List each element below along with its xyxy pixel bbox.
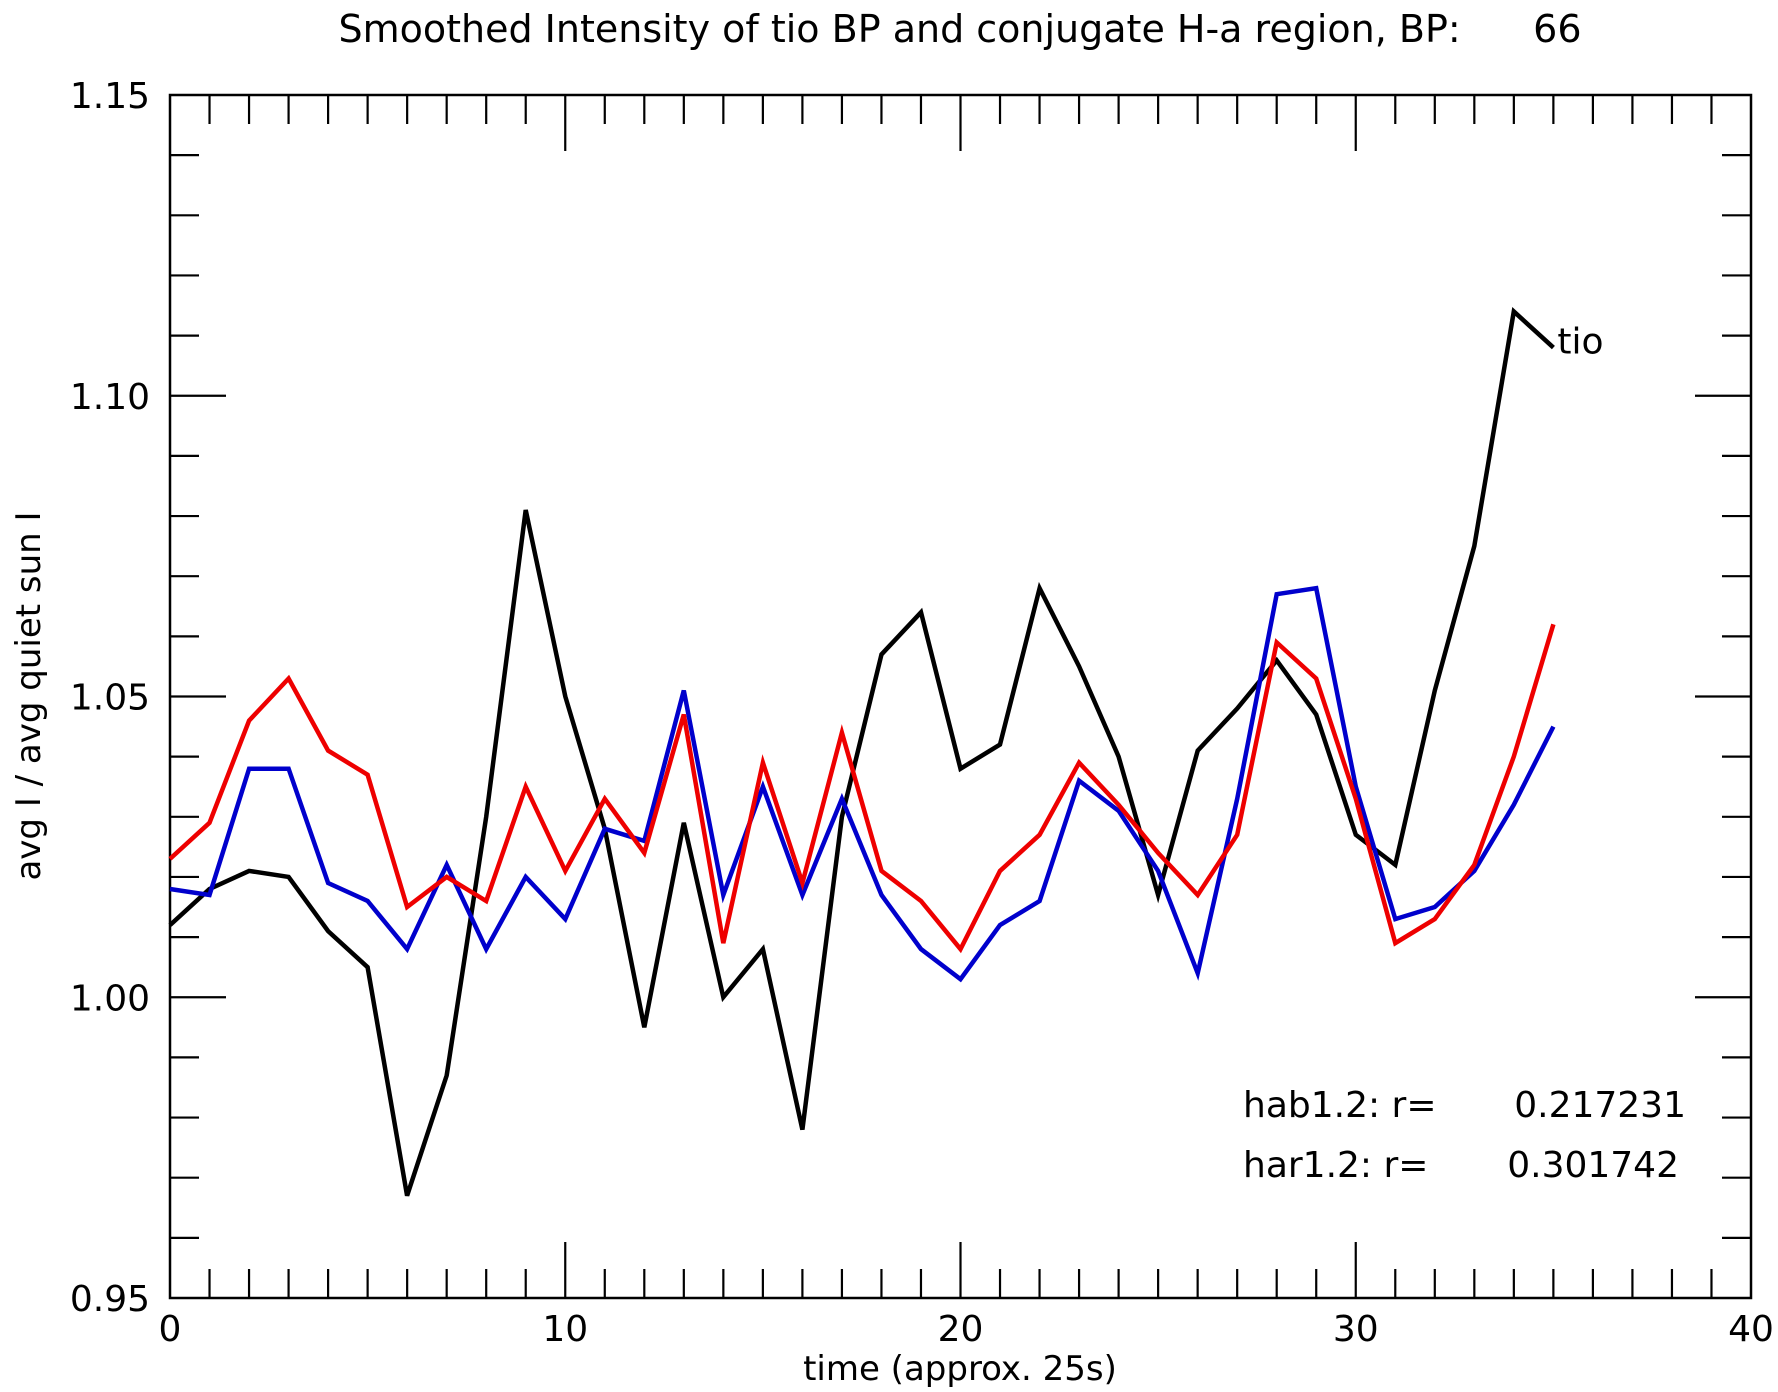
x-tick-label: 0 bbox=[159, 1309, 182, 1350]
tick-labels: 0 10 20 30 40 0.95 1.00 1.05 1.10 1.15 bbox=[70, 76, 1774, 1350]
annotation-label: har1.2: r= bbox=[1243, 1145, 1428, 1186]
annotation-value: 0.301742 bbox=[1507, 1145, 1679, 1186]
series-labels: tio bbox=[1557, 322, 1603, 363]
chart-title: Smoothed Intensity of tio BP and conjuga… bbox=[338, 7, 1581, 51]
x-tick-label: 40 bbox=[1728, 1309, 1774, 1350]
annotation-label: hab1.2: r= bbox=[1243, 1085, 1437, 1126]
y-tick-label: 1.15 bbox=[70, 76, 150, 117]
x-tick-label: 20 bbox=[938, 1309, 984, 1350]
series-label: tio bbox=[1557, 322, 1603, 363]
x-axis-label: time (approx. 25s) bbox=[803, 1349, 1117, 1389]
series-line bbox=[168, 623, 1556, 954]
y-tick-label: 1.10 bbox=[70, 377, 150, 418]
x-tick-label: 30 bbox=[1333, 1309, 1379, 1350]
series-line bbox=[169, 585, 1556, 983]
correlation-annotations: hab1.2: r= 0.217231 har1.2: r= 0.301742 bbox=[1243, 1085, 1686, 1186]
series-lines bbox=[168, 307, 1556, 1197]
series-line bbox=[168, 307, 1555, 1197]
annotation-value: 0.217231 bbox=[1514, 1085, 1686, 1126]
y-tick-label: 0.95 bbox=[70, 1279, 150, 1320]
axis-ticks bbox=[170, 95, 1751, 1298]
y-axis-label: avg I / avg quiet sun I bbox=[9, 511, 49, 880]
x-tick-label: 10 bbox=[542, 1309, 588, 1350]
y-tick-label: 1.05 bbox=[70, 678, 150, 719]
y-tick-label: 1.00 bbox=[70, 978, 150, 1019]
